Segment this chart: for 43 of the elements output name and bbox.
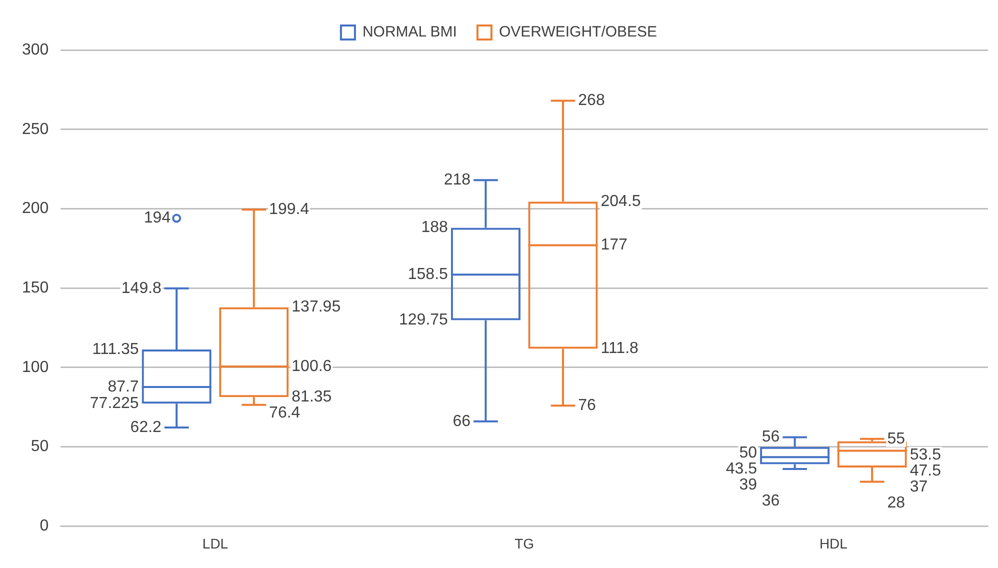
text: 111.8 xyxy=(600,340,638,358)
text: 129.75 xyxy=(399,312,448,329)
y-tick-label: 0 xyxy=(40,518,49,535)
text: 177 xyxy=(600,236,628,254)
text: 50 xyxy=(739,444,758,462)
y-tick-label: 250 xyxy=(22,120,49,138)
y-tick-label: 200 xyxy=(22,200,49,218)
text: 55 xyxy=(887,430,906,448)
text: 47.5 xyxy=(910,462,941,480)
text: 137.95 xyxy=(292,298,341,316)
text: 62.2 xyxy=(130,418,162,436)
x-tick-label: LDL xyxy=(202,535,228,552)
text: 199.4 xyxy=(269,201,310,218)
text: 39 xyxy=(739,476,758,494)
text: 194 xyxy=(144,210,171,227)
y-tick-label: 50 xyxy=(30,438,49,456)
text: 111.35 xyxy=(92,340,139,358)
text: 43.5 xyxy=(726,460,758,478)
text: 158.5 xyxy=(408,266,448,284)
text: 28 xyxy=(887,494,906,512)
text: 36 xyxy=(762,492,780,510)
text: 77.225 xyxy=(90,395,139,412)
text: 268 xyxy=(578,92,605,110)
text: 218 xyxy=(444,172,471,189)
y-tick-label: 300 xyxy=(22,41,49,58)
legend-label: OVERWEIGHT/OBESE xyxy=(498,24,658,41)
text: 87.7 xyxy=(108,378,139,396)
text: 76.4 xyxy=(269,404,300,422)
legend-label: NORMAL BMI xyxy=(362,24,457,41)
text: 66 xyxy=(452,412,471,430)
text: 100.6 xyxy=(292,358,332,375)
text: 204.5 xyxy=(600,192,641,210)
text: 149.8 xyxy=(121,280,162,297)
text: 188 xyxy=(421,219,448,236)
text: 53.5 xyxy=(910,446,941,464)
text: 76 xyxy=(578,396,596,414)
text: 56 xyxy=(762,428,780,446)
text: 37 xyxy=(910,478,928,496)
y-tick-label: 100 xyxy=(22,358,49,376)
text: 81.35 xyxy=(292,388,332,406)
x-tick-label: HDL xyxy=(819,535,848,552)
y-tick-label: 150 xyxy=(22,280,49,297)
x-tick-label: TG xyxy=(514,535,534,552)
